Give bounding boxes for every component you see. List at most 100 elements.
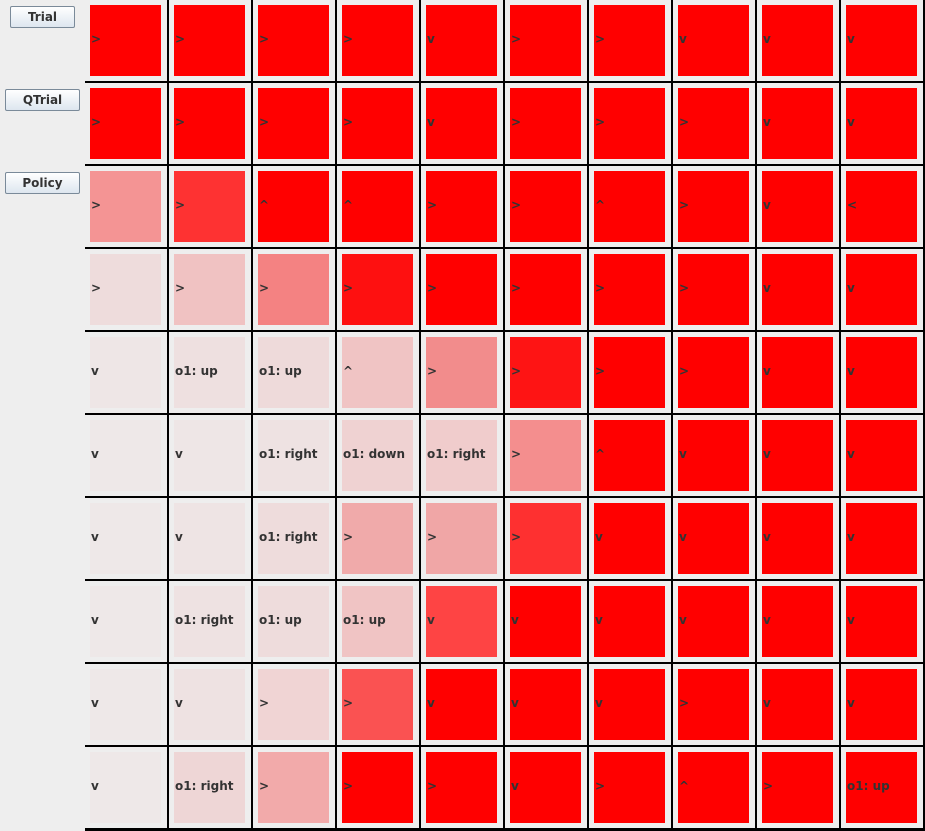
cell-value-swatch: [594, 171, 665, 242]
cell-policy-label: o1: right: [175, 779, 234, 793]
grid-cell: o1: right: [169, 581, 251, 662]
grid-cell: >: [589, 249, 671, 330]
grid-cell: o1: right: [253, 498, 335, 579]
grid-cell: >: [505, 332, 587, 413]
grid-cell: v: [841, 664, 923, 745]
cell-policy-label: >: [259, 696, 270, 710]
cell-value-swatch: [174, 337, 245, 408]
cell-policy-label: o1: right: [259, 447, 318, 461]
grid-cell: o1: up: [253, 581, 335, 662]
cell-value-swatch: [510, 503, 581, 574]
grid-cell: v: [841, 498, 923, 579]
cell-policy-label: >: [679, 696, 690, 710]
cell-value-swatch: [510, 752, 581, 823]
grid-cell: >: [253, 747, 335, 828]
grid-cell: v: [757, 0, 839, 81]
cell-value-swatch: [426, 88, 497, 159]
cell-policy-label: v: [763, 447, 771, 461]
grid-cell: v: [673, 415, 755, 496]
cell-policy-label: >: [679, 281, 690, 295]
grid-cell: v: [169, 498, 251, 579]
cell-policy-label: >: [595, 364, 606, 378]
cell-policy-label: >: [511, 32, 522, 46]
grid-cell: >: [337, 664, 419, 745]
cell-policy-label: v: [595, 696, 603, 710]
cell-policy-label: >: [511, 115, 522, 129]
cell-value-swatch: [342, 88, 413, 159]
cell-value-swatch: [174, 586, 245, 657]
cell-value-swatch: [426, 669, 497, 740]
cell-value-swatch: [258, 669, 329, 740]
cell-value-swatch: [594, 88, 665, 159]
cell-policy-label: >: [175, 198, 186, 212]
grid-cell: >: [505, 415, 587, 496]
grid-cell: ^: [589, 166, 671, 247]
cell-policy-label: >: [595, 779, 606, 793]
cell-value-swatch: [258, 254, 329, 325]
cell-policy-label: v: [427, 115, 435, 129]
grid-cell: v: [841, 332, 923, 413]
cell-policy-label: >: [175, 32, 186, 46]
grid-cell: <: [841, 166, 923, 247]
cell-value-swatch: [846, 420, 917, 491]
cell-value-swatch: [342, 171, 413, 242]
grid-cell: v: [841, 581, 923, 662]
grid-cell: v: [421, 581, 503, 662]
cell-value-swatch: [594, 5, 665, 76]
grid-cell: >: [673, 332, 755, 413]
cell-policy-label: ^: [595, 198, 606, 212]
grid-cell: v: [673, 0, 755, 81]
cell-value-swatch: [510, 337, 581, 408]
cell-policy-label: >: [427, 364, 438, 378]
grid-cell: o1: right: [169, 747, 251, 828]
cell-value-swatch: [846, 669, 917, 740]
cell-value-swatch: [342, 669, 413, 740]
cell-value-swatch: [678, 669, 749, 740]
cell-value-swatch: [510, 5, 581, 76]
cell-value-swatch: [846, 88, 917, 159]
grid-cell: v: [421, 664, 503, 745]
cell-policy-label: o1: right: [427, 447, 486, 461]
grid-cell: >: [337, 498, 419, 579]
grid-cell: o1: up: [841, 747, 923, 828]
policy-button[interactable]: Policy: [5, 172, 80, 194]
trial-button[interactable]: Trial: [10, 6, 75, 28]
grid-cell: >: [673, 166, 755, 247]
cell-value-swatch: [510, 420, 581, 491]
qtrial-button[interactable]: QTrial: [5, 89, 80, 111]
grid-cell: >: [589, 747, 671, 828]
grid-cell: >: [253, 249, 335, 330]
cell-value-swatch: [678, 88, 749, 159]
cell-value-swatch: [594, 586, 665, 657]
cell-policy-label: >: [427, 530, 438, 544]
grid-cell: v: [757, 83, 839, 164]
grid-cell: >: [421, 332, 503, 413]
cell-value-swatch: [90, 503, 161, 574]
cell-policy-label: v: [847, 115, 855, 129]
cell-value-swatch: [594, 254, 665, 325]
cell-policy-label: v: [175, 530, 183, 544]
grid-cell: o1: up: [253, 332, 335, 413]
grid-cell: >: [169, 83, 251, 164]
cell-policy-label: v: [763, 281, 771, 295]
cell-policy-label: v: [91, 696, 99, 710]
grid-cell: o1: up: [337, 581, 419, 662]
cell-policy-label: v: [679, 32, 687, 46]
cell-value-swatch: [342, 503, 413, 574]
cell-value-swatch: [594, 752, 665, 823]
cell-policy-label: >: [511, 198, 522, 212]
grid-cell: >: [589, 83, 671, 164]
cell-policy-label: v: [595, 613, 603, 627]
cell-value-swatch: [678, 5, 749, 76]
grid-cell: v: [421, 0, 503, 81]
grid-cell: o1: right: [421, 415, 503, 496]
grid-cell: >: [337, 249, 419, 330]
cell-value-swatch: [90, 752, 161, 823]
cell-policy-label: <: [847, 198, 858, 212]
cell-policy-label: v: [847, 281, 855, 295]
cell-value-swatch: [510, 586, 581, 657]
cell-policy-label: v: [763, 613, 771, 627]
grid-cell: v: [505, 664, 587, 745]
grid-cell: o1: up: [169, 332, 251, 413]
cell-policy-label: ^: [679, 779, 690, 793]
